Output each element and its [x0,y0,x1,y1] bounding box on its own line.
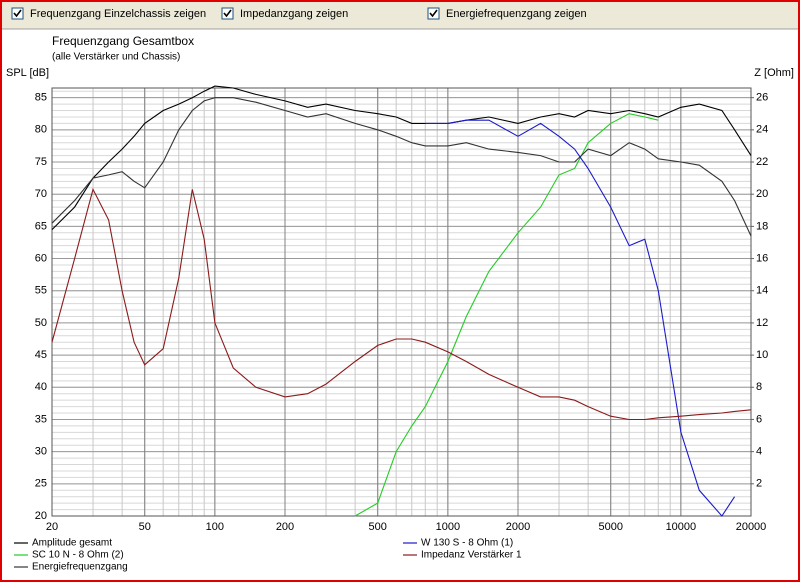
y-tick-label: 35 [35,413,47,425]
y2-tick-label: 12 [756,317,768,329]
plot-frame [51,87,752,517]
checkbox-label[interactable]: Energiefrequenzgang zeigen [446,8,587,20]
series-line [51,187,752,421]
y-tick-label: 20 [35,510,47,522]
series-line [425,119,736,517]
y-tick-label: 65 [35,220,47,232]
legend-label: Energiefrequenzgang [32,562,128,573]
y2-tick-label: 24 [756,124,768,136]
legend-label: SC 10 N - 8 Ohm (2) [32,550,124,561]
legend-label: Amplitude gesamt [32,538,112,549]
y2-tick-label: 16 [756,252,768,264]
y-tick-label: 70 [35,188,47,200]
y-tick-label: 50 [35,317,47,329]
checkbox-label[interactable]: Impedanzgang zeigen [240,8,348,20]
y-tick-label: 85 [35,92,47,104]
toolbar [0,0,800,29]
y-tick-label: 40 [35,381,47,393]
chart-subtitle: (alle Verstärker und Chassis) [52,52,180,63]
x-tick-label: 100 [206,521,224,533]
series-line [51,97,752,237]
check-mark [429,9,438,18]
x-tick-label: 5000 [598,521,622,533]
checkbox-label[interactable]: Frequenzgang Einzelchassis zeigen [30,8,206,20]
y-tick-label: 75 [35,156,47,168]
y-tick-label: 45 [35,349,47,361]
y-tick-label: 30 [35,446,47,458]
y2-tick-label: 14 [756,285,768,297]
x-tick-label: 2000 [506,521,530,533]
y-tick-label: 80 [35,124,47,136]
chart-title: Frequenzgang Gesamtbox [52,34,194,48]
x-tick-label: 20 [46,521,58,533]
legend-label: W 130 S - 8 Ohm (1) [421,538,513,549]
check-mark [223,9,232,18]
y2-tick-label: 10 [756,349,768,361]
x-tick-label: 500 [369,521,387,533]
x-tick-label: 10000 [666,521,697,533]
series-line [51,85,752,230]
y-axis-label: SPL [dB] [6,67,49,79]
series-line [354,113,659,517]
y2-tick-label: 8 [756,381,762,393]
y2-tick-label: 4 [756,446,762,458]
y-tick-label: 55 [35,285,47,297]
y2-tick-label: 20 [756,188,768,200]
y2-axis-label: Z [Ohm] [754,67,794,79]
y-tick-label: 25 [35,478,47,490]
y2-tick-label: 2 [756,478,762,490]
check-mark [13,9,22,18]
x-tick-label: 50 [139,521,151,533]
y2-tick-label: 18 [756,220,768,232]
y2-tick-label: 26 [756,92,768,104]
x-tick-label: 1000 [436,521,460,533]
legend-label: Impedanz Verstärker 1 [421,550,522,561]
y-tick-label: 60 [35,252,47,264]
x-tick-label: 200 [276,521,294,533]
y2-tick-label: 22 [756,156,768,168]
x-tick-label: 20000 [736,521,767,533]
y2-tick-label: 6 [756,413,762,425]
